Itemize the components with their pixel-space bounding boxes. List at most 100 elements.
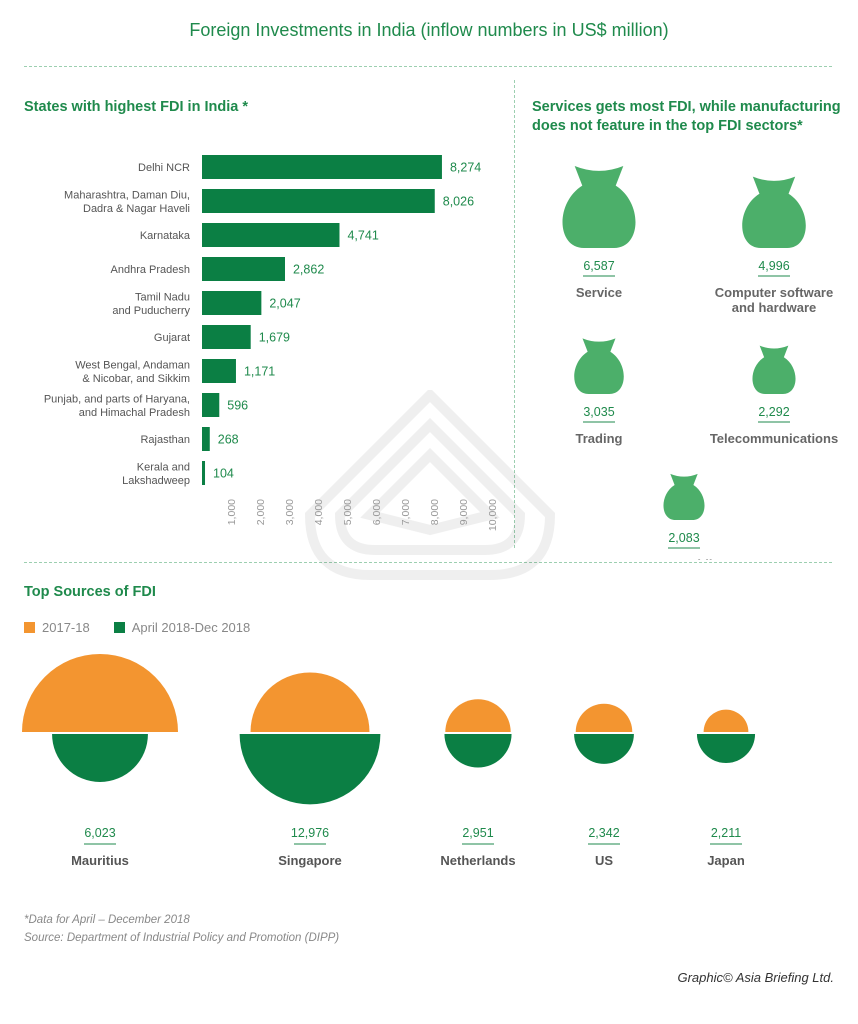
semicircle-2017-18-1 (250, 672, 370, 732)
money-bag-icon-0 (562, 166, 636, 248)
sources-semicircle-chart: 6,023 Mauritius 12,976 Singapore 2,951 Nether… (22, 654, 756, 868)
bag-category-label-1-0: Computer software (715, 285, 833, 300)
x-tick-label-8: 9,000 (458, 499, 470, 525)
bar-8 (202, 427, 210, 451)
source-category-label-1: Singapore (278, 853, 342, 868)
bag-value-label-0: 6,587 (583, 259, 614, 273)
pictogram-title: Services gets most FDI, while manufactur… (532, 98, 842, 136)
x-tick-label-7: 8,000 (429, 499, 441, 525)
bag-category-label-0-0: Service (576, 285, 622, 300)
bar-category-label-9-0: Kerala and (137, 461, 190, 473)
x-tick-label-1: 2,000 (255, 499, 267, 525)
x-tick-label-2: 3,000 (284, 499, 296, 525)
source-value-label-3: 2,342 (588, 826, 619, 840)
semicircle-2018-19-3 (574, 734, 634, 764)
bag-category-label-2-0: Trading (576, 431, 623, 446)
x-tick-label-3: 4,000 (313, 499, 325, 525)
source-category-label-0: Mauritius (71, 853, 129, 868)
bag-value-label-3: 2,292 (758, 405, 789, 419)
semicircle-2017-18-4 (703, 709, 749, 732)
bar-value-label-9: 104 (213, 467, 234, 481)
footnote-data-period: *Data for April – December 2018 (24, 914, 190, 926)
bar-7 (202, 393, 220, 417)
bar-value-label-1: 8,026 (443, 195, 474, 209)
divider-middle (514, 80, 515, 548)
watermark-logo-icon (305, 390, 555, 580)
money-bag-icon-2 (574, 338, 624, 394)
bar-value-label-3: 2,862 (293, 263, 324, 277)
bar-category-label-7-1: and Himachal Pradesh (79, 407, 190, 419)
money-bag-icon-3 (752, 345, 796, 394)
semicircle-2017-18-3 (575, 703, 633, 732)
bag-value-label-4: 2,083 (668, 531, 699, 545)
footnote-source: Source: Department of Industrial Policy … (24, 932, 340, 944)
bar-category-label-9-1: Lakshadweep (122, 475, 190, 487)
source-value-label-0: 6,023 (84, 826, 115, 840)
bar-category-label-5-0: Gujarat (154, 332, 190, 344)
bar-value-label-6: 1,171 (244, 365, 275, 379)
semicircle-2018-19-0 (52, 734, 148, 782)
source-value-label-2: 2,951 (462, 826, 493, 840)
source-value-label-4: 2,211 (711, 826, 741, 840)
bar-value-label-0: 8,274 (450, 161, 481, 175)
bar-category-label-4-0: Tamil Nadu (135, 291, 190, 303)
sources-title: Top Sources of FDI (24, 584, 156, 600)
legend-item-2017-18: 2017-18 (24, 620, 90, 635)
legend-swatch-orange (24, 622, 35, 633)
semicircle-2018-19-4 (696, 734, 756, 764)
divider-top (24, 66, 832, 67)
states-fdi-bar-chart: 8,274 Delhi NCR 8,026 Maharashtra, Daman Di… (44, 155, 499, 531)
bar-6 (202, 359, 236, 383)
bag-category-label-4-0: Automobile (648, 557, 720, 560)
semicircle-2018-19-1 (239, 734, 381, 805)
bar-3 (202, 257, 285, 281)
x-tick-label-0: 1,000 (226, 499, 238, 525)
source-category-label-3: US (595, 853, 613, 868)
bar-value-label-5: 1,679 (259, 331, 290, 345)
bar-2 (202, 223, 340, 247)
bar-0 (202, 155, 442, 179)
bar-category-label-7-0: Punjab, and parts of Haryana, (44, 393, 190, 405)
x-tick-label-5: 6,000 (371, 499, 383, 525)
bar-value-label-8: 268 (218, 433, 239, 447)
credit-text: Graphic© Asia Briefing Ltd. (677, 970, 834, 985)
legend-item-2018-19: April 2018-Dec 2018 (113, 620, 251, 635)
bar-value-label-4: 2,047 (269, 297, 300, 311)
legend-label-2017-18: 2017-18 (42, 620, 90, 635)
divider-mid (24, 562, 832, 563)
bar-chart-title: States with highest FDI in India * (24, 99, 248, 115)
bag-value-label-2: 3,035 (583, 405, 614, 419)
sources-legend: 2017-18 April 2018-Dec 2018 (24, 620, 274, 635)
x-tick-label-9: 10,000 (487, 499, 499, 531)
semicircle-2018-19-2 (444, 734, 512, 768)
legend-label-2018-19: April 2018-Dec 2018 (131, 620, 251, 635)
bar-5 (202, 325, 251, 349)
bag-category-label-3-0: Telecommunications (710, 431, 838, 446)
legend-swatch-green (113, 622, 125, 633)
bag-value-label-1: 4,996 (758, 259, 789, 273)
pictogram-title-line-2: does not feature in the top FDI sectors* (532, 118, 803, 134)
bar-9 (202, 461, 206, 485)
bar-category-label-8-0: Rajasthan (140, 434, 190, 446)
bar-category-label-0-0: Delhi NCR (138, 162, 190, 174)
bar-category-label-2-0: Karnataka (140, 230, 191, 242)
semicircle-2017-18-2 (445, 699, 511, 732)
bar-value-label-7: 596 (227, 399, 248, 413)
bar-category-label-6-0: West Bengal, Andaman (75, 359, 190, 371)
source-category-label-2: Netherlands (440, 853, 515, 868)
money-bag-icon-1 (742, 176, 806, 248)
bar-category-label-6-1: & Nicobar, and Sikkim (82, 373, 190, 385)
bar-4 (202, 291, 262, 315)
bar-category-label-3-0: Andhra Pradesh (111, 264, 191, 276)
bar-category-label-4-1: and Puducherry (112, 305, 190, 317)
x-tick-label-4: 5,000 (342, 499, 354, 525)
bar-1 (202, 189, 435, 213)
source-category-label-4: Japan (707, 853, 745, 868)
bag-category-label-1-1: and hardware (732, 300, 817, 315)
bar-value-label-2: 4,741 (347, 229, 378, 243)
pictogram-title-line-1: Services gets most FDI, while manufactur… (532, 99, 841, 115)
x-tick-label-6: 7,000 (400, 499, 412, 525)
money-bag-icon-4 (663, 473, 705, 520)
page-title: Foreign Investments in India (inflow num… (189, 20, 669, 40)
